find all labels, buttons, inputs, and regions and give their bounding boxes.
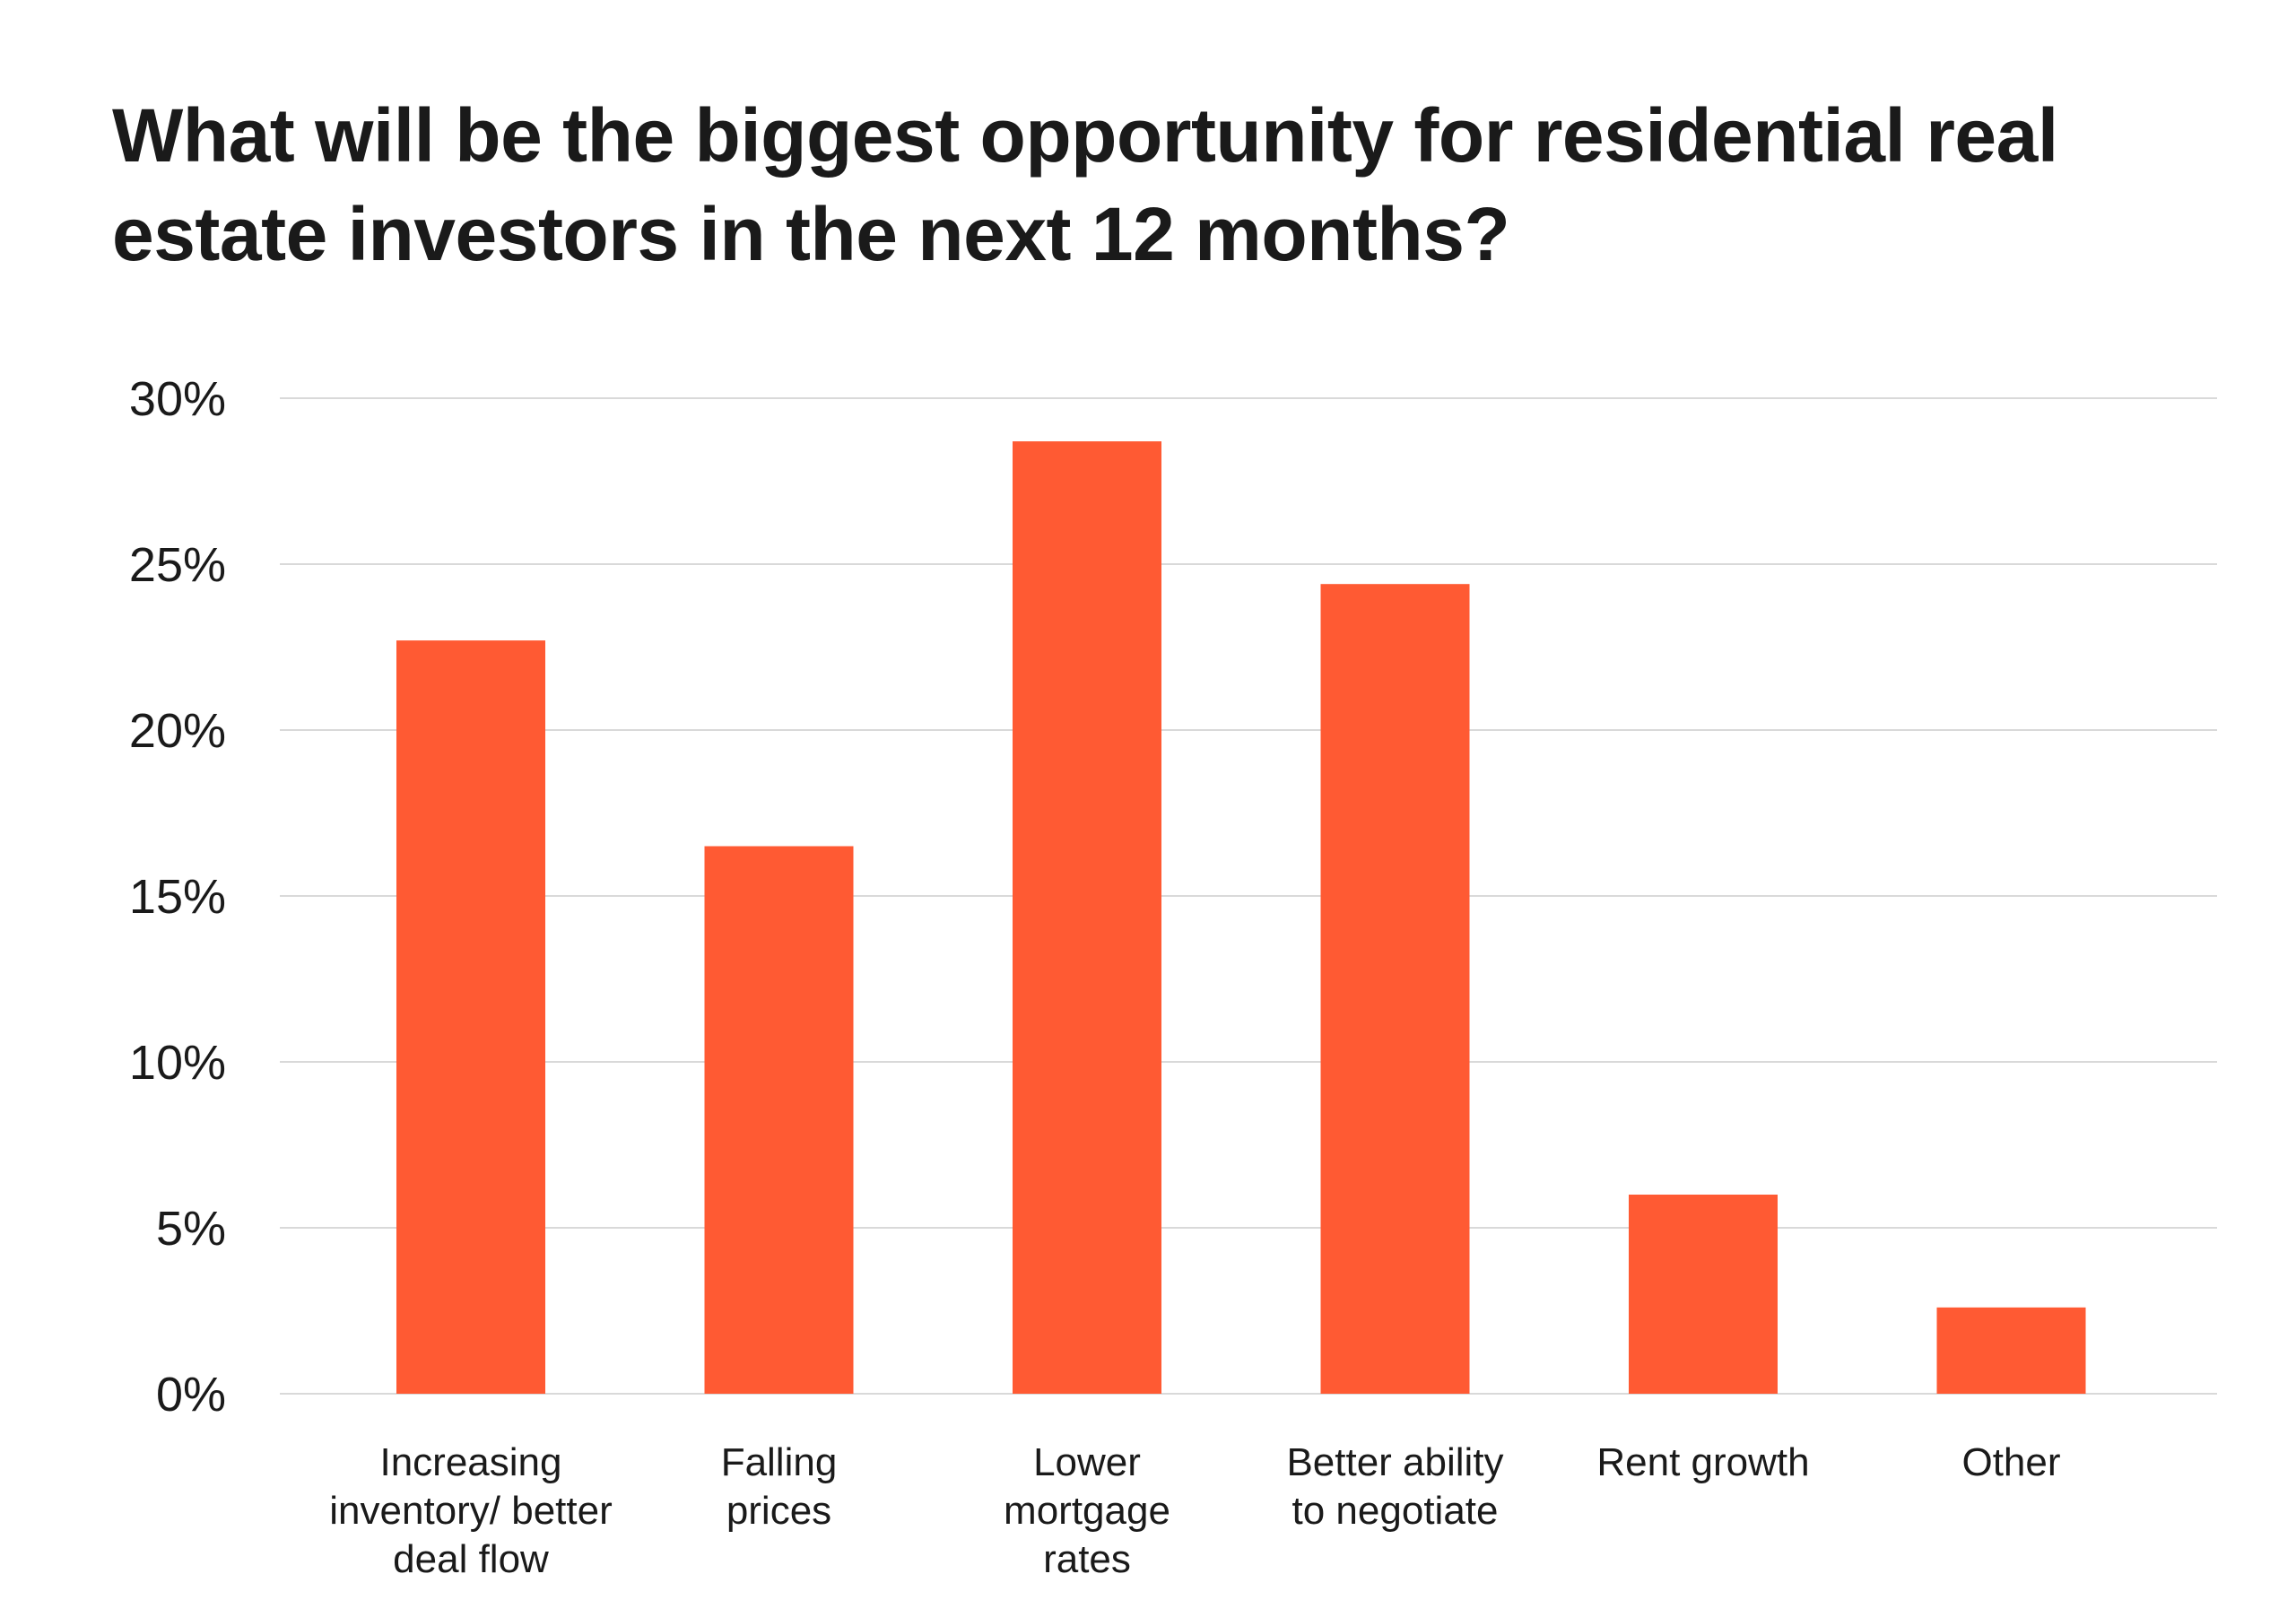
gridlines — [280, 397, 2217, 1395]
x-category-label: Increasing inventory/ better deal flow — [329, 1440, 613, 1581]
bar-6: Other — [1936, 1307, 2086, 1394]
x-category-label: Other — [1961, 1440, 2060, 1484]
y-axis-ticks: 0% 5% 10% 15% 20% 25% 30% — [129, 372, 226, 1422]
bar-2: Falling prices — [704, 846, 854, 1394]
x-category-label: Rent growth — [1596, 1440, 1809, 1484]
bar-5: Rent growth — [1629, 1195, 1778, 1394]
x-axis-labels: Increasing inventory/ better deal flow Fall… — [329, 1440, 2060, 1581]
y-tick-label: 15% — [129, 870, 226, 924]
y-tick-label: 5% — [156, 1202, 226, 1256]
bar-4: Better ability to negotiate — [1320, 584, 1470, 1394]
y-tick-label: 20% — [129, 704, 226, 758]
x-category-label: Falling prices — [721, 1440, 838, 1533]
bar-1: Increasing inventory/ better deal flow — [396, 640, 545, 1394]
x-category-label: Lower mortgage rates — [1004, 1440, 1170, 1581]
chart-title: What will be the biggest opportunity for… — [112, 93, 2058, 276]
y-tick-label: 25% — [129, 538, 226, 592]
bar-3: Lower mortgage rates — [1013, 441, 1161, 1395]
y-tick-label: 30% — [129, 372, 226, 426]
y-tick-label: 10% — [129, 1036, 226, 1090]
bars: Increasing inventory/ better deal flow Fa… — [396, 441, 2086, 1395]
y-tick-label: 0% — [156, 1368, 226, 1422]
x-category-label: Better ability to negotiate — [1286, 1440, 1503, 1533]
